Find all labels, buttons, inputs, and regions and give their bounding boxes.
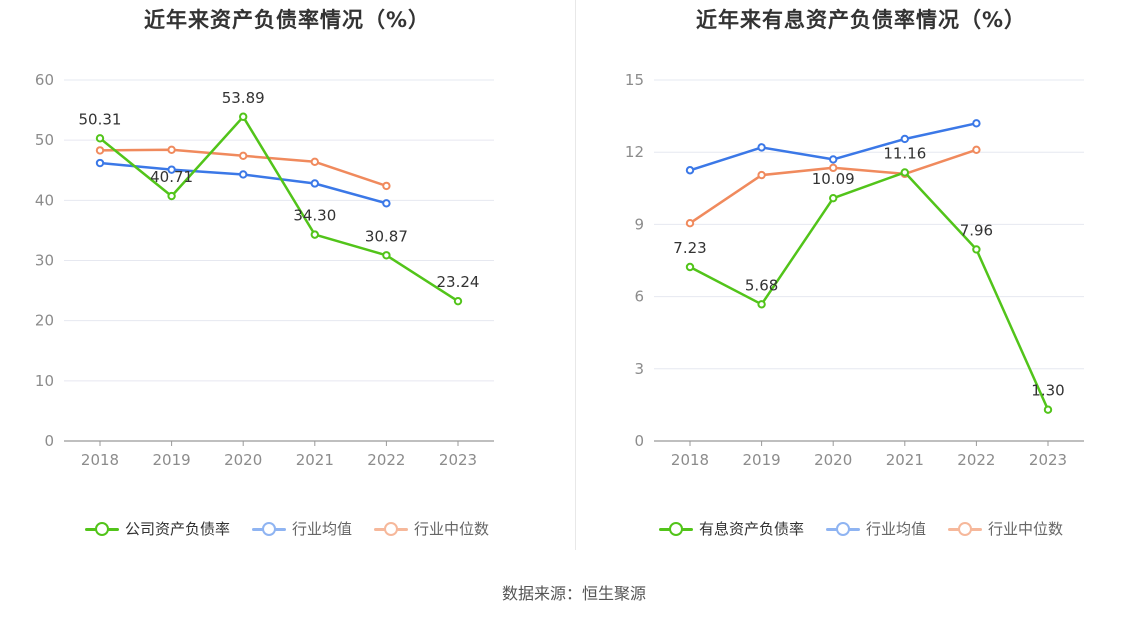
data-label: 40.71 (150, 168, 193, 186)
legend-label: 行业均值 (865, 520, 926, 538)
data-label: 1.30 (1031, 382, 1064, 400)
legend: 有息资产负债率 行业均值 行业中位数 (574, 518, 1148, 539)
panel-divider (575, 0, 576, 550)
legend-label: 行业中位数 (988, 520, 1064, 538)
series-line-company (689, 171, 1050, 411)
legend-item-industry-median[interactable]: 行业中位数 (948, 518, 1063, 539)
x-tick-label: 2019 (153, 451, 191, 469)
data-point-industry_avg (167, 165, 176, 174)
x-tick-label: 2022 (957, 451, 995, 469)
x-tick-label: 2018 (81, 451, 119, 469)
y-tick-label: 30 (35, 252, 54, 270)
data-point-industry_median (310, 157, 319, 167)
legend-item-company[interactable]: 公司资产负债率 (84, 518, 230, 539)
data-point-company (972, 245, 981, 254)
x-tick-label: 2020 (224, 451, 262, 469)
legend-marker-icon (251, 520, 286, 538)
data-point-industry_avg (900, 134, 909, 144)
data-point-company (167, 191, 176, 201)
data-label: 53.89 (222, 89, 265, 107)
legend-marker-icon (374, 520, 408, 538)
y-tick-label: 50 (35, 131, 54, 149)
data-point-company (95, 134, 105, 143)
data-label: 34.30 (293, 207, 336, 225)
data-point-industry_median (95, 146, 105, 155)
data-point-industry_avg (757, 143, 766, 152)
data-point-industry_avg (239, 170, 248, 179)
data-point-industry_avg (972, 119, 981, 128)
data-point-industry_median (167, 145, 176, 154)
y-tick-label: 40 (35, 191, 54, 209)
chart-panel-asset-liability: 近年来资产负债率情况（%） 0 10 20 30 40 50 60 2018 2019 2020 2… (0, 0, 574, 560)
legend-label: 行业中位数 (414, 520, 490, 538)
legend-label: 公司资产负债率 (124, 520, 230, 538)
data-point-industry_avg (95, 158, 105, 168)
x-tick-label: 2018 (671, 451, 709, 469)
data-label: 23.24 (437, 273, 480, 291)
chart-title: 近年来资产负债率情况（%） (143, 8, 431, 32)
legend: 公司资产负债率 行业均值 行业中位数 (0, 518, 574, 539)
data-point-company (757, 300, 766, 309)
y-tick-label: 9 (634, 215, 644, 233)
data-point-industry_avg (829, 155, 838, 164)
x-tick-label: 2020 (814, 451, 852, 469)
y-tick-label: 20 (35, 312, 54, 330)
y-tick-label: 3 (634, 360, 644, 378)
legend-label: 行业均值 (291, 520, 352, 538)
legend-item-industry-avg[interactable]: 行业均值 (825, 518, 926, 539)
legend-marker-icon (825, 520, 860, 538)
series-line-company (99, 115, 459, 303)
y-tick-label: 6 (634, 288, 644, 306)
legend-marker-icon (84, 520, 119, 538)
y-tick-label: 0 (44, 432, 54, 450)
x-tick-label: 2023 (1029, 451, 1067, 469)
legend-marker-icon (658, 520, 693, 538)
data-point-industry_median (239, 151, 248, 161)
data-point-company (453, 296, 463, 306)
data-point-company (829, 193, 838, 203)
data-point-industry_median (685, 218, 695, 228)
chart-title: 近年来有息资产负债率情况（%） (695, 8, 1027, 32)
data-point-company (685, 262, 695, 272)
data-point-company (239, 112, 248, 121)
y-tick-label: 15 (625, 71, 644, 89)
y-tick-label: 12 (625, 143, 644, 161)
data-point-industry_median (972, 145, 981, 154)
data-point-industry_median (829, 163, 838, 173)
data-point-company (1043, 405, 1053, 414)
legend-marker-icon (948, 520, 982, 538)
data-label: 7.96 (960, 221, 993, 239)
data-label: 5.68 (745, 276, 778, 294)
data-point-industry_median (757, 170, 766, 180)
data-label: 11.16 (883, 144, 926, 162)
data-point-industry_avg (685, 166, 695, 175)
y-tick-label: 10 (35, 372, 54, 390)
x-tick-label: 2022 (367, 451, 405, 469)
line-chart-asset-liability: 0 10 20 30 40 50 60 2018 2019 2020 2021 2022 2023 50.… (35, 71, 494, 469)
legend-item-company[interactable]: 有息资产负债率 (658, 518, 804, 539)
line-chart-interest-bearing: 0 3 6 9 12 15 2018 2019 2020 2021 2022 2023 7.23 5.68… (625, 71, 1084, 469)
x-tick-label: 2021 (886, 451, 924, 469)
data-label: 50.31 (79, 110, 122, 128)
series-line-industry_avg (99, 161, 387, 205)
legend-item-industry-avg[interactable]: 行业均值 (251, 518, 352, 539)
data-point-industry_avg (310, 179, 319, 188)
legend-item-industry-median[interactable]: 行业中位数 (374, 518, 489, 539)
data-source-note: 数据来源：恒生聚源 (501, 584, 646, 603)
data-label: 30.87 (365, 227, 408, 245)
x-tick-label: 2021 (296, 451, 334, 469)
data-point-company (310, 230, 319, 239)
chart-panel-interest-bearing: 近年来有息资产负债率情况（%） 0 3 6 9 12 15 2018 2019 2020 2021… (574, 0, 1148, 560)
data-label: 7.23 (673, 239, 706, 257)
legend-label: 有息资产负债率 (698, 520, 804, 538)
data-point-industry_median (382, 181, 391, 191)
data-point-company (382, 251, 391, 260)
x-tick-label: 2019 (743, 451, 781, 469)
x-tick-label: 2023 (439, 451, 477, 469)
y-tick-label: 0 (634, 432, 644, 450)
data-label: 10.09 (812, 170, 855, 188)
data-point-industry_avg (382, 199, 391, 208)
data-point-company (900, 168, 909, 177)
y-tick-label: 60 (35, 71, 54, 89)
